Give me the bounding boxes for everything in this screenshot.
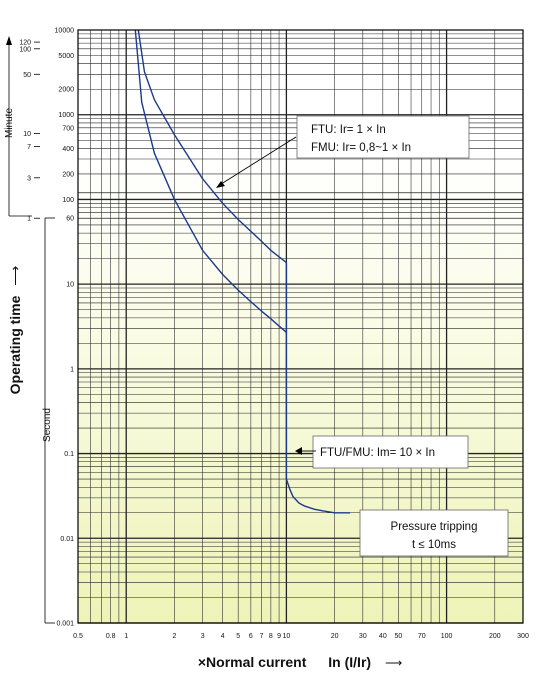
y-tick-label: 0.001: [56, 621, 74, 628]
pressure-label-box: [359, 509, 509, 557]
x-tick-label: 300: [517, 633, 529, 640]
x-tick-label: 10: [282, 633, 290, 640]
curves: [134, 29, 351, 514]
plot-frame: [77, 29, 524, 624]
minute-ruler-arrowhead: [6, 36, 12, 45]
x-tick-label: 30: [359, 633, 367, 640]
x-tick-label: 6: [249, 633, 253, 640]
x-tick-label: 9: [277, 633, 281, 640]
y-tick-label: 5000: [58, 53, 74, 60]
y-tick-label: 10: [66, 282, 74, 289]
instant-label-box: [312, 435, 469, 469]
x-tick-label: 7: [260, 633, 264, 640]
trip-curve-3: [285, 262, 351, 514]
x-tick-label: 3: [201, 633, 205, 640]
y-axis-label: Operating time ⟶: [7, 266, 23, 395]
x-tick-label: 70: [418, 633, 426, 640]
x-tick-label: 5: [236, 633, 240, 640]
minute-tick-label: 7: [27, 144, 31, 151]
trip-curve-2: [134, 29, 287, 333]
pressure-label-line1: Pressure tripping: [391, 521, 478, 533]
x-tick-label: 2: [172, 633, 176, 640]
x-tick-label: 20: [331, 633, 339, 640]
x-tick-label: 0.8: [106, 633, 116, 640]
y-axis-second-label: Second: [42, 408, 53, 442]
x-tick-label: 200: [489, 633, 501, 640]
minute-tick-label: 120: [19, 40, 31, 47]
y-tick-labels: 10000 5000 2000 1000 700 400 200 100 60 10 1 0.1 0.0…: [55, 28, 75, 628]
x-tick-label: 100: [441, 633, 453, 640]
y-tick-label: 400: [62, 146, 74, 153]
y-tick-label: 2000: [58, 87, 74, 94]
y-tick-label: 1: [70, 366, 74, 373]
x-tick-label: 1: [124, 633, 128, 640]
y-tick-label: 60: [66, 216, 74, 223]
minute-tick-label: 50: [23, 72, 31, 79]
y-tick-label: 10000: [55, 28, 75, 35]
x-tick-labels: 0.5 0.8 1 2 3 4 5 6 7 8 9 10 20 30 40 50 70 100 200 300: [73, 633, 529, 640]
pressure-label-line2: t ≤ 10ms: [412, 539, 456, 551]
trip-curve-1: [137, 29, 287, 264]
minute-tick-label: 10: [23, 131, 31, 138]
y-tick-label: 1000: [58, 112, 74, 119]
ftu-pointer-arrowhead: [216, 181, 225, 188]
ftu-label: FTU: Ir= 1 × In: [311, 124, 386, 136]
ftu-fmu-label-box: [296, 115, 470, 159]
instant-pointer-arrowhead: [295, 447, 302, 455]
x-tick-label: 8: [269, 633, 273, 640]
minute-tick-label: 3: [27, 175, 31, 182]
fmu-label: FMU: Ir= 0,8~1 × In: [311, 142, 411, 154]
y-tick-label: 700: [62, 125, 74, 132]
y-tick-label: 200: [62, 171, 74, 178]
x-tick-label: 50: [394, 633, 402, 640]
x-axis-label: ×Normal current In (I/Ir) ⟶: [198, 654, 402, 670]
x-tick-label: 40: [379, 633, 387, 640]
y-tick-label: 100: [62, 197, 74, 204]
minute-tick-label: 1: [27, 216, 31, 223]
y-tick-label: 0.01: [60, 536, 74, 543]
minute-tick-label: 100: [19, 46, 31, 53]
instant-label: FTU/FMU: Im= 10 × In: [320, 447, 435, 459]
y-tick-label: 0.1: [64, 451, 74, 458]
x-tick-label: 4: [221, 633, 225, 640]
y-axis-minute-label: Minute: [4, 108, 15, 138]
ftu-pointer-line: [217, 136, 297, 187]
x-tick-label: 0.5: [73, 633, 83, 640]
